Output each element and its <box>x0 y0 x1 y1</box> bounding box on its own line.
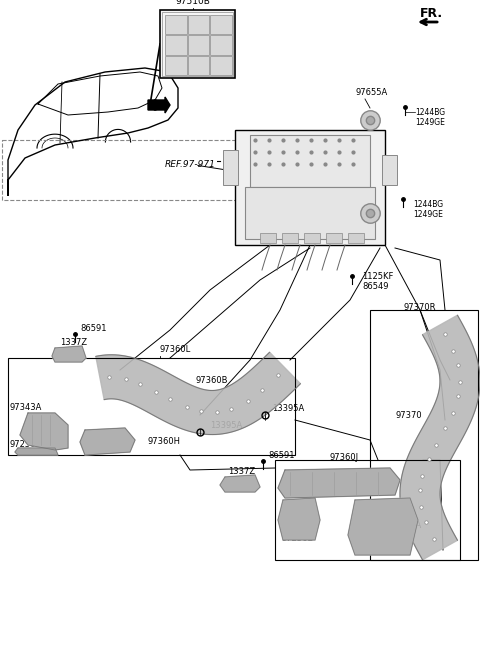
Text: 1249GE: 1249GE <box>413 210 443 219</box>
Polygon shape <box>278 468 400 498</box>
Polygon shape <box>278 498 320 540</box>
Text: 1337Z: 1337Z <box>228 467 255 476</box>
Bar <box>245 187 375 239</box>
Bar <box>2 140 240 200</box>
Text: 97343A: 97343A <box>10 403 42 412</box>
Text: 97510B: 97510B <box>176 0 210 6</box>
Bar <box>210 56 232 75</box>
Text: 1244BG: 1244BG <box>413 200 443 209</box>
Text: 97370R: 97370R <box>403 303 435 312</box>
Text: 97360J: 97360J <box>330 453 359 462</box>
Text: 97655A: 97655A <box>355 88 387 97</box>
Text: 97360L: 97360L <box>160 345 191 354</box>
Polygon shape <box>96 352 300 434</box>
Text: 86591: 86591 <box>80 324 107 333</box>
Bar <box>162 12 233 76</box>
Text: 1249GE: 1249GE <box>415 118 445 127</box>
Text: FR.: FR. <box>420 7 443 20</box>
Bar <box>275 460 460 560</box>
Bar <box>326 233 342 243</box>
Text: 97655A: 97655A <box>340 198 372 207</box>
Polygon shape <box>348 498 418 555</box>
Text: 97360B: 97360B <box>195 376 228 385</box>
Bar <box>382 155 397 185</box>
Bar <box>210 15 232 34</box>
Text: 97370: 97370 <box>395 411 421 420</box>
Text: 13395A: 13395A <box>210 421 242 430</box>
Bar <box>188 15 209 34</box>
Bar <box>165 15 187 34</box>
Bar <box>370 310 478 560</box>
Bar <box>165 56 187 75</box>
Bar <box>282 233 298 243</box>
Bar <box>210 35 232 54</box>
Polygon shape <box>20 413 68 450</box>
Bar <box>250 135 370 187</box>
Bar <box>223 150 238 185</box>
Text: 1125KF: 1125KF <box>362 272 394 281</box>
Text: 1337Z: 1337Z <box>60 338 87 347</box>
Bar <box>188 56 209 75</box>
Text: 97256D: 97256D <box>282 534 315 543</box>
Bar <box>160 10 235 78</box>
Bar <box>304 233 320 243</box>
Bar <box>165 35 187 54</box>
Bar <box>235 130 385 245</box>
Text: 86549: 86549 <box>362 282 388 291</box>
Polygon shape <box>52 346 86 362</box>
Text: 1244BG: 1244BG <box>415 108 445 117</box>
Text: 97256D: 97256D <box>10 440 43 449</box>
Text: 97345A: 97345A <box>390 521 422 530</box>
Polygon shape <box>148 97 170 113</box>
Text: REF.97-971: REF.97-971 <box>165 160 216 169</box>
Polygon shape <box>15 448 58 455</box>
Polygon shape <box>220 475 260 492</box>
Polygon shape <box>80 428 135 455</box>
Polygon shape <box>400 316 480 560</box>
Text: 13395A: 13395A <box>272 404 304 413</box>
Bar <box>188 35 209 54</box>
Bar <box>260 233 276 243</box>
Bar <box>8 358 295 455</box>
Text: 97360H: 97360H <box>148 437 181 446</box>
Text: 86591: 86591 <box>268 451 295 460</box>
Bar <box>348 233 364 243</box>
